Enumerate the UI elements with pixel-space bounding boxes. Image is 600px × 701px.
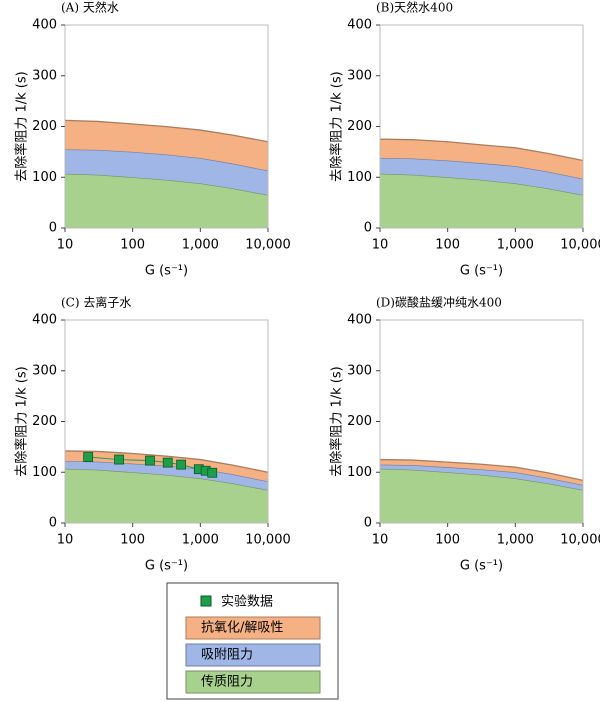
legend-swatch xyxy=(185,670,321,694)
x-tick-label: 10 xyxy=(372,238,389,253)
x-axis-label: G (s⁻¹) xyxy=(460,559,503,574)
chart-title: (C) 去离子水 xyxy=(61,295,131,310)
y-tick-label: 400 xyxy=(347,18,372,33)
area xyxy=(65,461,268,491)
area xyxy=(380,173,583,228)
legend-label: 吸附阻力 xyxy=(201,648,253,663)
y-tick-label: 200 xyxy=(32,119,57,134)
y-axis-label: 去除率阻力 1/k (s) xyxy=(14,71,30,181)
area xyxy=(380,459,583,485)
data-point xyxy=(114,454,124,465)
y-tick-label: 300 xyxy=(32,68,57,83)
y-tick-label: 0 xyxy=(49,516,57,531)
x-tick-label: 100 xyxy=(120,238,145,253)
data-point xyxy=(207,467,218,478)
area-edge xyxy=(379,138,584,162)
y-tick-label: 0 xyxy=(364,516,372,531)
y-axis-label: 去除率阻力 1/k (s) xyxy=(329,366,345,476)
legend-label: 实验数据 xyxy=(221,594,273,610)
data-point xyxy=(162,457,173,468)
y-tick-label: 300 xyxy=(347,68,372,83)
y-tick-label: 100 xyxy=(347,465,372,480)
x-tick-label: 10 xyxy=(372,533,389,548)
x-tick-label: 10,000 xyxy=(245,533,291,548)
x-tick-label: 1,000 xyxy=(497,533,534,548)
area-edge xyxy=(64,450,269,473)
area-edge xyxy=(64,119,269,143)
area xyxy=(65,149,268,196)
y-tick-label: 200 xyxy=(347,414,372,429)
legend-swatch xyxy=(185,643,321,667)
y-tick-label: 200 xyxy=(32,414,57,429)
y-tick-label: 300 xyxy=(32,363,57,378)
area xyxy=(65,468,268,523)
y-tick-label: 100 xyxy=(32,170,57,185)
area xyxy=(380,157,583,196)
x-tick-label: 1,000 xyxy=(497,238,534,253)
x-tick-label: 10 xyxy=(57,533,74,548)
x-tick-label: 10 xyxy=(57,238,74,253)
area xyxy=(380,468,583,523)
x-tick-label: 100 xyxy=(435,238,460,253)
legend-label: 传质阻力 xyxy=(201,675,253,690)
y-axis-label: 去除率阻力 1/k (s) xyxy=(14,366,30,476)
chart-title: (D)碳酸盐缓冲纯水400 xyxy=(376,295,502,310)
x-tick-label: 10,000 xyxy=(245,238,291,253)
area xyxy=(380,139,583,179)
x-tick-label: 10,000 xyxy=(560,533,600,548)
x-tick-label: 1,000 xyxy=(182,533,219,548)
y-tick-label: 0 xyxy=(364,221,372,236)
legend-label: 抗氧化/解吸性 xyxy=(201,621,283,636)
y-tick-label: 400 xyxy=(347,313,372,328)
x-tick-label: 10,000 xyxy=(560,238,600,253)
area xyxy=(380,464,583,491)
y-tick-label: 400 xyxy=(32,313,57,328)
y-tick-label: 200 xyxy=(347,119,372,134)
y-tick-label: 100 xyxy=(347,170,372,185)
chart-title: (A) 天然水 xyxy=(61,0,119,15)
y-tick-label: 100 xyxy=(32,465,57,480)
x-tick-label: 100 xyxy=(435,533,460,548)
x-axis-label: G (s⁻¹) xyxy=(145,264,188,279)
y-tick-label: 400 xyxy=(32,18,57,33)
area-edge xyxy=(379,458,584,482)
y-tick-label: 0 xyxy=(49,221,57,236)
data-point xyxy=(145,455,155,466)
x-tick-label: 1,000 xyxy=(182,238,219,253)
legend-swatch xyxy=(185,616,321,640)
x-tick-label: 100 xyxy=(120,533,145,548)
legend-marker xyxy=(200,595,212,607)
chart-title: (B)天然水400 xyxy=(376,0,453,15)
data-point xyxy=(176,459,187,470)
x-axis-label: G (s⁻¹) xyxy=(460,264,503,279)
y-tick-label: 300 xyxy=(347,363,372,378)
y-axis-label: 去除率阻力 1/k (s) xyxy=(329,71,345,181)
x-axis-label: G (s⁻¹) xyxy=(145,559,188,574)
data-point xyxy=(83,452,94,462)
area xyxy=(65,173,268,228)
